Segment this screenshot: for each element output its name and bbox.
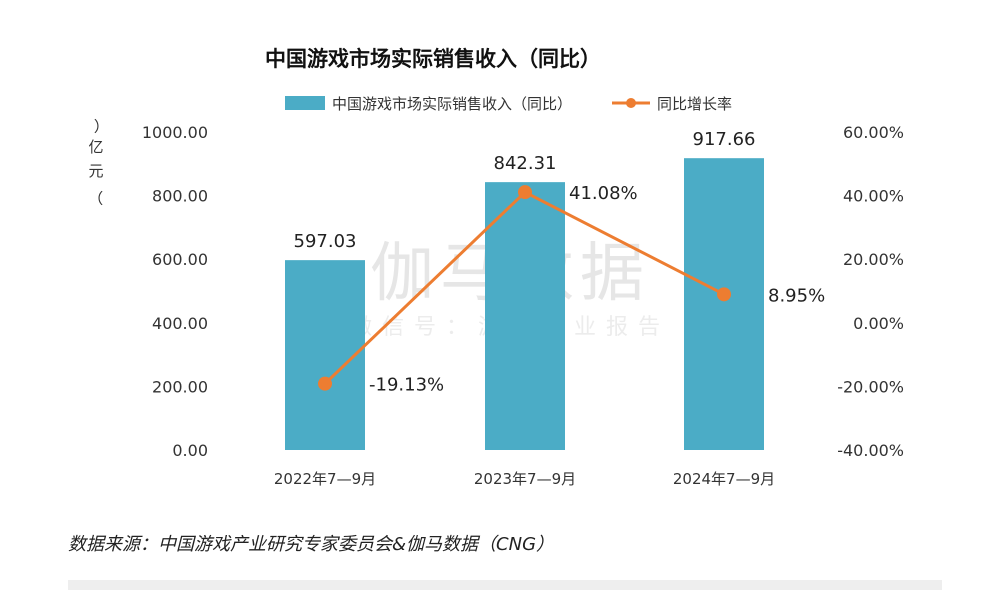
y-right-tick-label: 0.00%: [853, 314, 904, 333]
y-axis-right: -40.00% -20.00% 0.00% 20.00% 40.00% 60.00%: [837, 123, 904, 460]
y-axis-unit-char: 元: [88, 162, 103, 180]
y-right-tick-label: 20.00%: [843, 250, 904, 269]
bar: [485, 182, 565, 450]
y-left-tick-label: 0.00: [172, 441, 208, 460]
y-axis-unit-close: ︶: [86, 190, 104, 205]
x-tick-label: 2022年7—9月: [274, 470, 376, 488]
y-left-tick-label: 400.00: [152, 314, 208, 333]
bar-data-label: 917.66: [693, 129, 756, 150]
bar-series: 597.03 842.31 917.66: [285, 129, 764, 450]
y-axis-unit-char: 亿: [88, 138, 103, 156]
bar-data-label: 597.03: [294, 231, 357, 252]
y-right-tick-label: -20.00%: [837, 377, 904, 396]
y-left-tick-label: 1000.00: [142, 123, 208, 142]
legend: 中国游戏市场实际销售收入（同比） 同比增长率: [285, 95, 732, 113]
x-tick-label: 2023年7—9月: [474, 470, 576, 488]
y-axis-left: 0.00 200.00 400.00 600.00 800.00 1000.00: [142, 123, 208, 460]
x-axis: 2022年7—9月 2023年7—9月 2024年7—9月: [274, 470, 775, 488]
legend-line-label: 同比增长率: [657, 95, 732, 113]
bottom-divider: [68, 580, 942, 590]
legend-bar-swatch: [285, 96, 325, 110]
line-series: -19.13% 41.08% 8.95%: [318, 183, 825, 396]
x-tick-label: 2024年7—9月: [673, 470, 775, 488]
y-right-tick-label: -40.00%: [837, 441, 904, 460]
line-marker: [717, 287, 731, 302]
y-axis-unit-open: ︵: [92, 118, 110, 133]
y-axis-unit: 亿元: [88, 138, 103, 180]
source-note: 数据来源：中国游戏产业研究专家委员会&伽马数据（CNG）: [68, 534, 555, 555]
y-right-tick-label: 40.00%: [843, 187, 904, 206]
y-right-tick-label: 60.00%: [843, 123, 904, 142]
line-data-label: -19.13%: [369, 375, 444, 396]
line-marker: [318, 376, 332, 391]
y-left-tick-label: 800.00: [152, 187, 208, 206]
y-left-tick-label: 600.00: [152, 250, 208, 269]
bar-data-label: 842.31: [494, 153, 557, 174]
line-data-label: 8.95%: [768, 285, 825, 306]
bar: [684, 158, 764, 450]
line-marker: [518, 185, 532, 200]
line-data-label: 41.08%: [569, 183, 638, 204]
y-left-tick-label: 200.00: [152, 377, 208, 396]
chart-title: 中国游戏市场实际销售收入（同比）: [265, 47, 601, 71]
bar: [285, 260, 365, 450]
legend-bar-label: 中国游戏市场实际销售收入（同比）: [332, 95, 572, 113]
legend-line-marker: [626, 98, 636, 108]
